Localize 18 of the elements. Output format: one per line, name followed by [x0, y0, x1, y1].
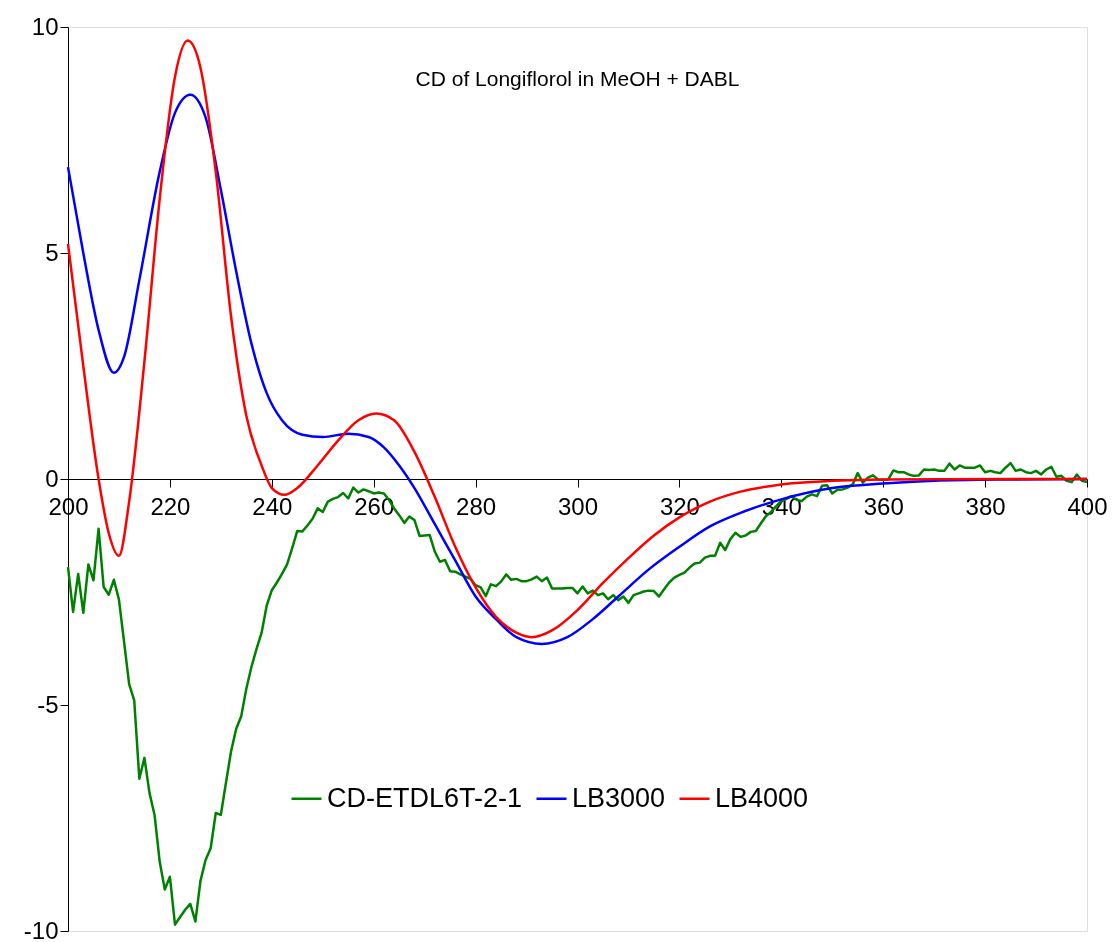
legend-label: LB3000	[572, 782, 666, 813]
x-tick-label: 240	[252, 492, 293, 520]
x-tick-label: 260	[354, 492, 395, 520]
x-tick-label: 360	[863, 492, 904, 520]
x-tick-label: 320	[659, 492, 700, 520]
y-tick-label: -5	[37, 690, 59, 718]
legend-label: CD-ETDL6T-2-1	[327, 782, 523, 813]
x-tick-label: 380	[965, 492, 1006, 520]
y-tick-label: 10	[31, 12, 59, 40]
x-tick-label: 280	[456, 492, 497, 520]
y-tick-label: 5	[45, 238, 59, 266]
x-tick-label: 400	[1067, 492, 1108, 520]
y-tick-label: 0	[45, 464, 59, 492]
x-tick-label: 220	[150, 492, 191, 520]
y-tick-label: -10	[23, 916, 59, 942]
x-tick-label: 300	[557, 492, 599, 520]
text: CD of Longiflorol in MeOH + DABL	[415, 67, 740, 90]
legend-label: LB4000	[715, 782, 809, 813]
